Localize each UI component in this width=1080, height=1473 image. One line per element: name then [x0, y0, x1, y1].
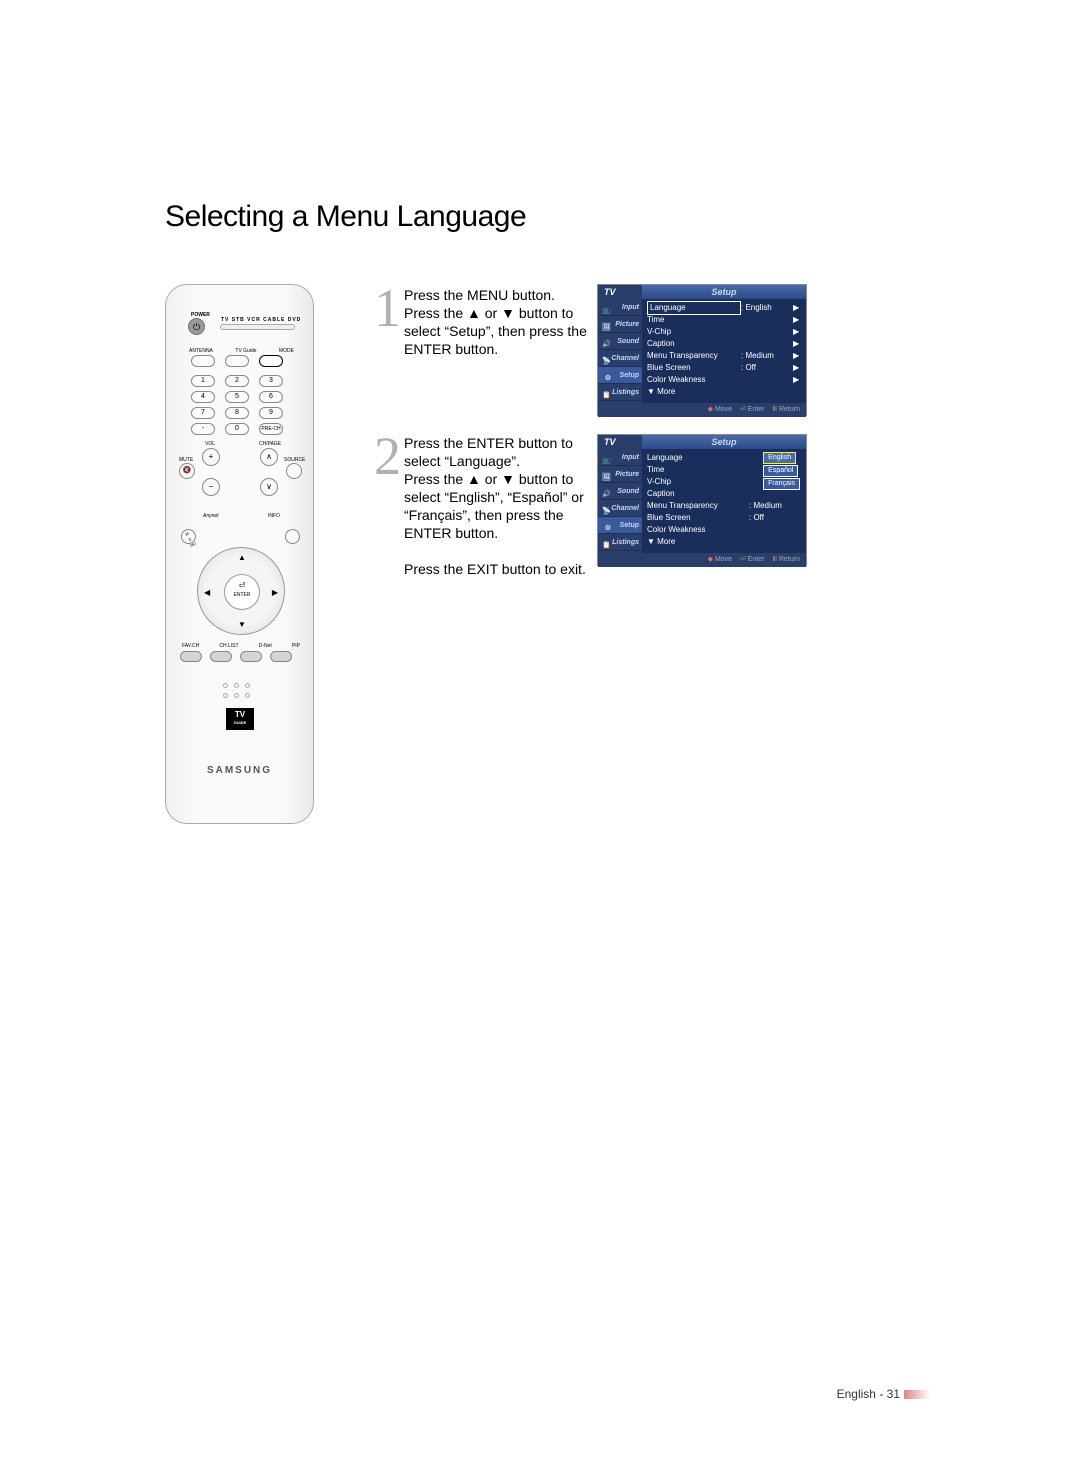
remote-illustration: POWER ⏻ TV STB VCR CABLE DVD ANTENNATV G…: [165, 284, 314, 824]
bottom-row-labels: FAV.CHCH.LISTD-NetPIP: [182, 643, 300, 649]
step-1-text: Press the MENU button. Press the ▲ or ▼ …: [404, 286, 604, 358]
osd1-tv-label: TV: [598, 285, 642, 299]
vol-down-button: −: [202, 478, 220, 496]
osd1-setup-label: Setup: [642, 285, 806, 299]
step-2-number: 2: [374, 434, 400, 578]
power-label: POWER: [191, 312, 210, 318]
vol-label: VOL: [205, 441, 215, 447]
row2-labels: ANTENNATV GuideMODE: [189, 348, 294, 354]
osd1-side-picture: 🖼Picture: [598, 316, 642, 333]
bottom-row-buttons: [180, 651, 292, 662]
osd2-setup-label: Setup: [642, 435, 806, 449]
mode-bar: [220, 324, 295, 330]
osd2-language-popup: English Español Français: [763, 451, 800, 490]
osd1-footer: ◆ Move ⏎ Enter Ⅲ Return: [598, 403, 806, 417]
osd2-content: Language Time V-Chip Caption Menu Transp…: [642, 449, 806, 553]
source-button: [286, 463, 302, 479]
numpad-2: 456: [191, 391, 283, 403]
page-footer: English - 31: [837, 1387, 930, 1401]
dot-row-2: [220, 685, 253, 703]
tvguide-logo: TVGUIDE: [226, 708, 254, 730]
osd-screenshot-2: TV Setup 📺Input 🖼Picture 🔊Sound 📡Channel…: [597, 434, 807, 566]
osd2-side-channel: 📡Channel: [598, 500, 642, 517]
osd2-lang-english: English: [763, 452, 796, 464]
vol-up-button: +: [202, 448, 220, 466]
osd2-lang-espanol: Español: [763, 465, 798, 477]
exit-button: [282, 526, 302, 546]
row2-buttons: [191, 355, 283, 367]
osd2-side-input: 📺Input: [598, 449, 642, 466]
anynet-label: Anynet: [203, 513, 219, 519]
ch-down-button: ∨: [260, 478, 278, 496]
info-label: INFO: [268, 513, 280, 519]
osd2-tv-label: TV: [598, 435, 642, 449]
osd1-side-input: 📺Input: [598, 299, 642, 316]
numpad-1: 123: [191, 375, 283, 387]
power-button: ⏻: [188, 318, 205, 335]
osd2-lang-francais: Français: [763, 478, 800, 490]
menu-button: MENU: [178, 526, 198, 546]
step-1-number: 1: [374, 286, 400, 358]
modebar-label: TV STB VCR CABLE DVD: [221, 317, 301, 323]
step-2: 2 Press the ENTER button to select “Lang…: [374, 434, 604, 578]
mute-button: 🔇: [179, 463, 195, 479]
osd-screenshot-1: TV Setup 📺Input 🖼Picture 🔊Sound 📡Channel…: [597, 284, 807, 416]
chpage-label: CH/PAGE: [259, 441, 281, 447]
ch-up-button: ∧: [260, 448, 278, 466]
numpad-3: 789: [191, 407, 283, 419]
osd2-side-sound: 🔊Sound: [598, 483, 642, 500]
osd2-side-listings: 📋Listings: [598, 534, 642, 551]
osd1-side-listings: 📋Listings: [598, 384, 642, 401]
enter-button: ⏎ENTER: [224, 574, 260, 610]
osd2-sidebar: 📺Input 🖼Picture 🔊Sound 📡Channel ⚙Setup 📋…: [598, 449, 642, 553]
osd1-side-setup: ⚙Setup: [598, 367, 642, 384]
nav-ring: ⏎ENTER ▲ ▼ ◀ ▶: [197, 547, 285, 635]
brand-label: SAMSUNG: [166, 765, 313, 776]
osd2-side-picture: 🖼Picture: [598, 466, 642, 483]
page-title: Selecting a Menu Language: [165, 200, 526, 234]
step-1: 1 Press the MENU button. Press the ▲ or …: [374, 286, 604, 358]
osd1-sidebar: 📺Input 🖼Picture 🔊Sound 📡Channel ⚙Setup 📋…: [598, 299, 642, 403]
step-2-text: Press the ENTER button to select “Langua…: [404, 434, 604, 578]
numpad-4: -0PRE-CH: [191, 423, 283, 435]
osd2-footer: ◆ Move ⏎ Enter Ⅲ Return: [598, 553, 806, 567]
osd1-side-channel: 📡Channel: [598, 350, 642, 367]
osd2-side-setup: ⚙Setup: [598, 517, 642, 534]
osd1-side-sound: 🔊Sound: [598, 333, 642, 350]
osd1-content: Language: English▶ Time▶ V-Chip▶ Caption…: [642, 299, 806, 403]
